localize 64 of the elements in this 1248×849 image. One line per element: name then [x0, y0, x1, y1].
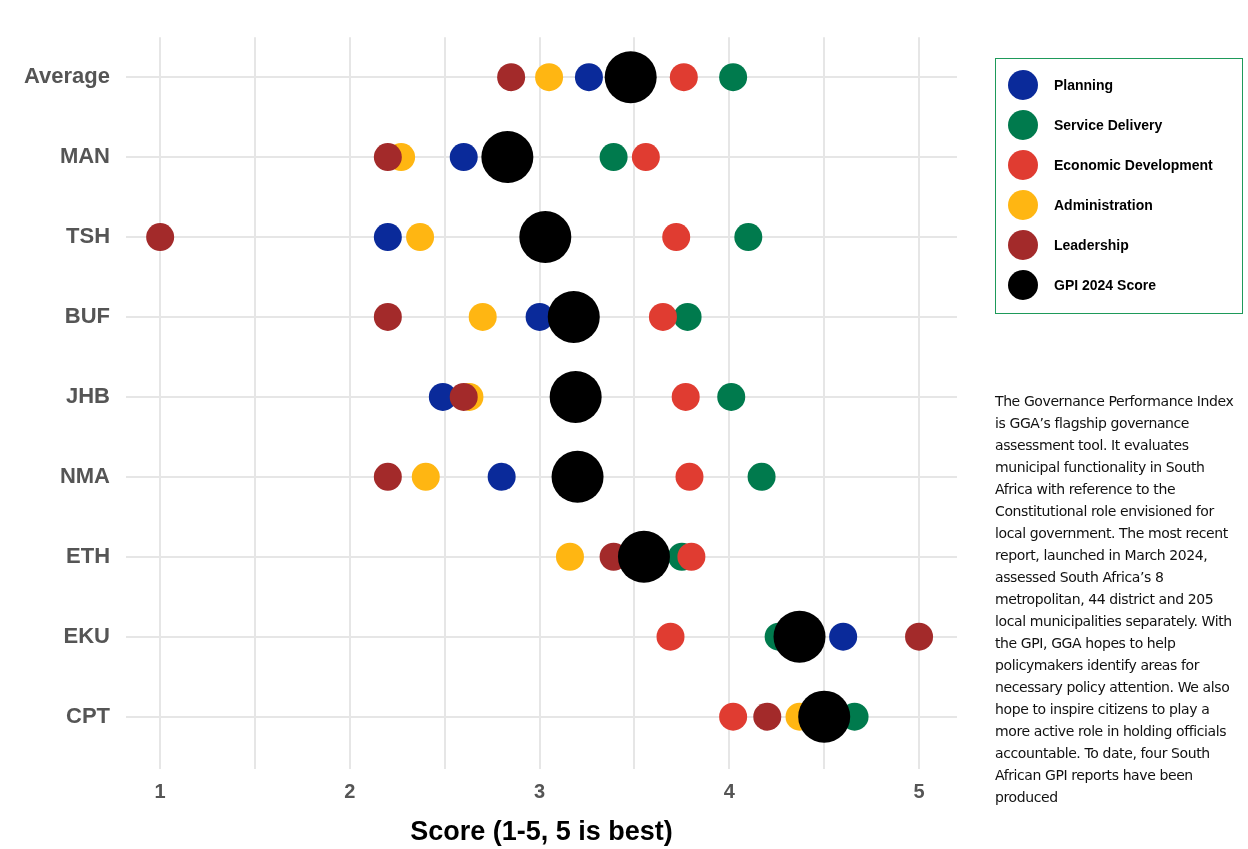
x-axis-title: Score (1-5, 5 is best)	[410, 816, 673, 847]
legend-label: Economic Development	[1054, 157, 1213, 173]
point	[673, 302, 702, 331]
point	[617, 530, 670, 583]
point	[481, 131, 534, 184]
legend-label: Service Delivery	[1054, 117, 1163, 133]
point	[411, 462, 440, 491]
point	[747, 462, 776, 491]
point	[669, 63, 698, 92]
x-tick-label: 5	[913, 780, 925, 803]
point	[631, 143, 660, 172]
legend-label: Leadership	[1054, 237, 1129, 253]
y-tick-label: Average	[24, 63, 111, 89]
point	[798, 690, 851, 743]
point	[829, 622, 858, 651]
point	[662, 223, 691, 252]
point	[373, 143, 402, 172]
point	[648, 302, 677, 331]
point	[717, 382, 746, 411]
y-tick-label: JHB	[66, 382, 111, 408]
point	[675, 462, 704, 491]
point	[753, 702, 782, 731]
point	[497, 63, 526, 92]
point	[773, 610, 826, 663]
point	[535, 63, 564, 92]
legend-label: Administration	[1054, 197, 1153, 213]
y-tick-label: NMA	[59, 462, 111, 488]
point	[547, 290, 600, 343]
point	[604, 51, 657, 104]
y-tick-label: TSH	[66, 223, 111, 249]
point	[449, 143, 478, 172]
y-tick-label: CPT	[66, 702, 111, 728]
y-tick-label: BUF	[64, 303, 111, 329]
point	[719, 63, 748, 92]
text: The Governance Performance Index is GGA’s flagship governance assessment tool. It evaluates municipal functionality in South Africa with reference to the Constitutional role envisioned for local government. The most recent report, launched in March 2024, assessed South Africa’s 8 metropolitan, 44 district and 205 local municipalities separately. With the GPI, GGA hopes to help policymakers identify areas for necessary policy attention. We also hope to inspire citizens to play a more active role in holding officials accountable. To date, four South African GPI reports have been produced	[995, 393, 1234, 805]
point	[574, 63, 603, 92]
point	[373, 462, 402, 491]
point	[468, 302, 497, 331]
point	[677, 542, 706, 571]
point	[551, 450, 604, 503]
point	[519, 211, 572, 264]
legend-label: GPI 2024 Score	[1054, 277, 1156, 293]
point	[905, 622, 934, 651]
point	[373, 223, 402, 252]
point	[146, 223, 175, 252]
point	[671, 382, 700, 411]
point	[599, 143, 628, 172]
point	[373, 302, 402, 331]
point	[449, 382, 478, 411]
legend-label: Planning	[1054, 77, 1114, 93]
point	[487, 462, 516, 491]
x-tick-label: 3	[534, 780, 546, 803]
point	[734, 223, 763, 252]
point	[406, 223, 435, 252]
x-tick-label: 4	[723, 780, 736, 803]
point	[719, 702, 748, 731]
point	[555, 542, 584, 571]
point	[549, 370, 602, 423]
point	[656, 622, 685, 651]
x-tick-label: 2	[344, 780, 356, 803]
x-tick-label: 1	[154, 780, 166, 803]
y-tick-label: MAN	[59, 143, 111, 169]
y-tick-label: EKU	[63, 622, 111, 648]
y-tick-label: ETH	[66, 542, 111, 568]
